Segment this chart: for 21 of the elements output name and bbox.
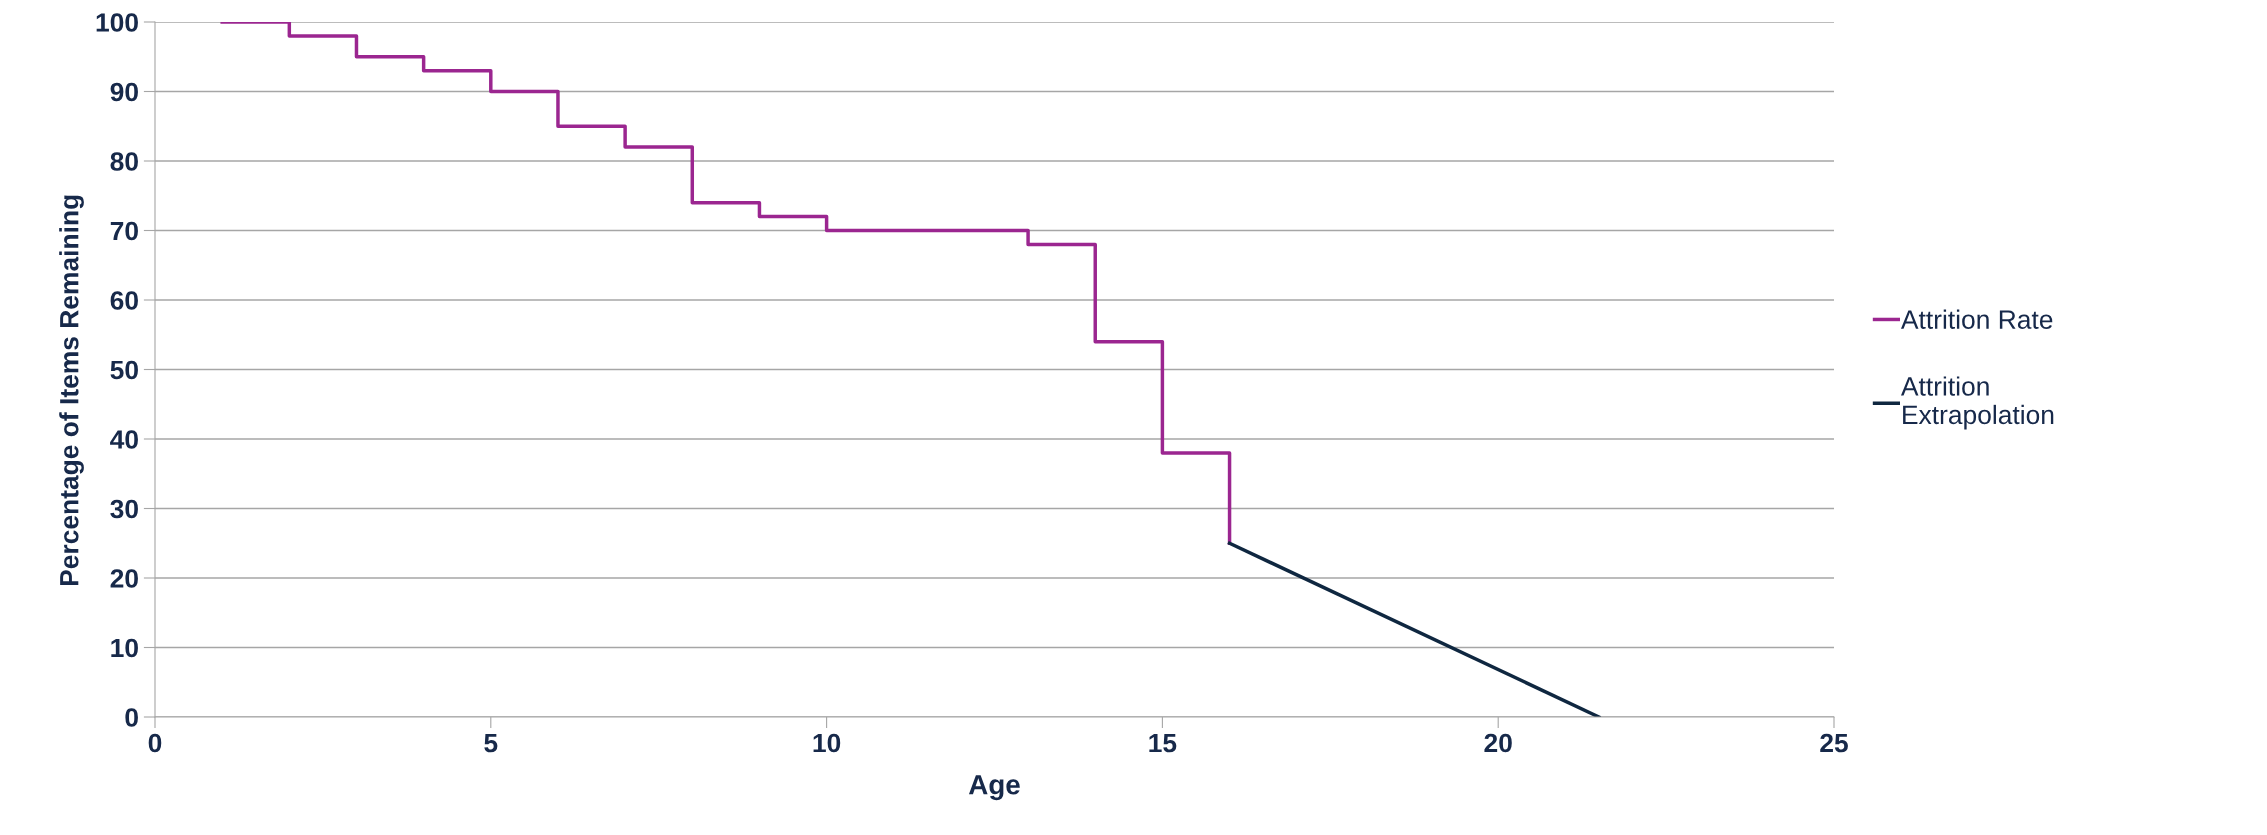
x-tick-label: 0 (148, 733, 162, 753)
legend-label: Attrition Extrapolation (1900, 376, 2054, 430)
x-axis-title: Age (968, 775, 1020, 801)
y-tick-label: 80 (110, 152, 138, 171)
y-tick-label: 40 (110, 430, 138, 449)
y-axis-title: Percentage of Items Remaining (59, 195, 84, 586)
x-tick-label: 5 (484, 733, 498, 753)
legend-label: Attrition Rate (1900, 309, 2053, 329)
y-tick-label: 50 (110, 360, 138, 380)
y-tick-label: 30 (110, 499, 138, 519)
x-tick-label: 25 (1820, 733, 1848, 753)
y-tick-label: 100 (96, 13, 138, 32)
y-tick-label: 70 (110, 221, 138, 241)
y-tick-label: 0 (125, 708, 138, 727)
y-tick-label: 10 (111, 638, 138, 658)
y-tick-label: 90 (110, 82, 138, 102)
x-tick-label: 10 (813, 733, 841, 753)
y-tick-label: 20 (110, 569, 138, 588)
x-tick-label: 15 (1149, 733, 1177, 753)
x-tick-label: 20 (1484, 733, 1512, 753)
y-tick-label: 60 (110, 291, 138, 310)
